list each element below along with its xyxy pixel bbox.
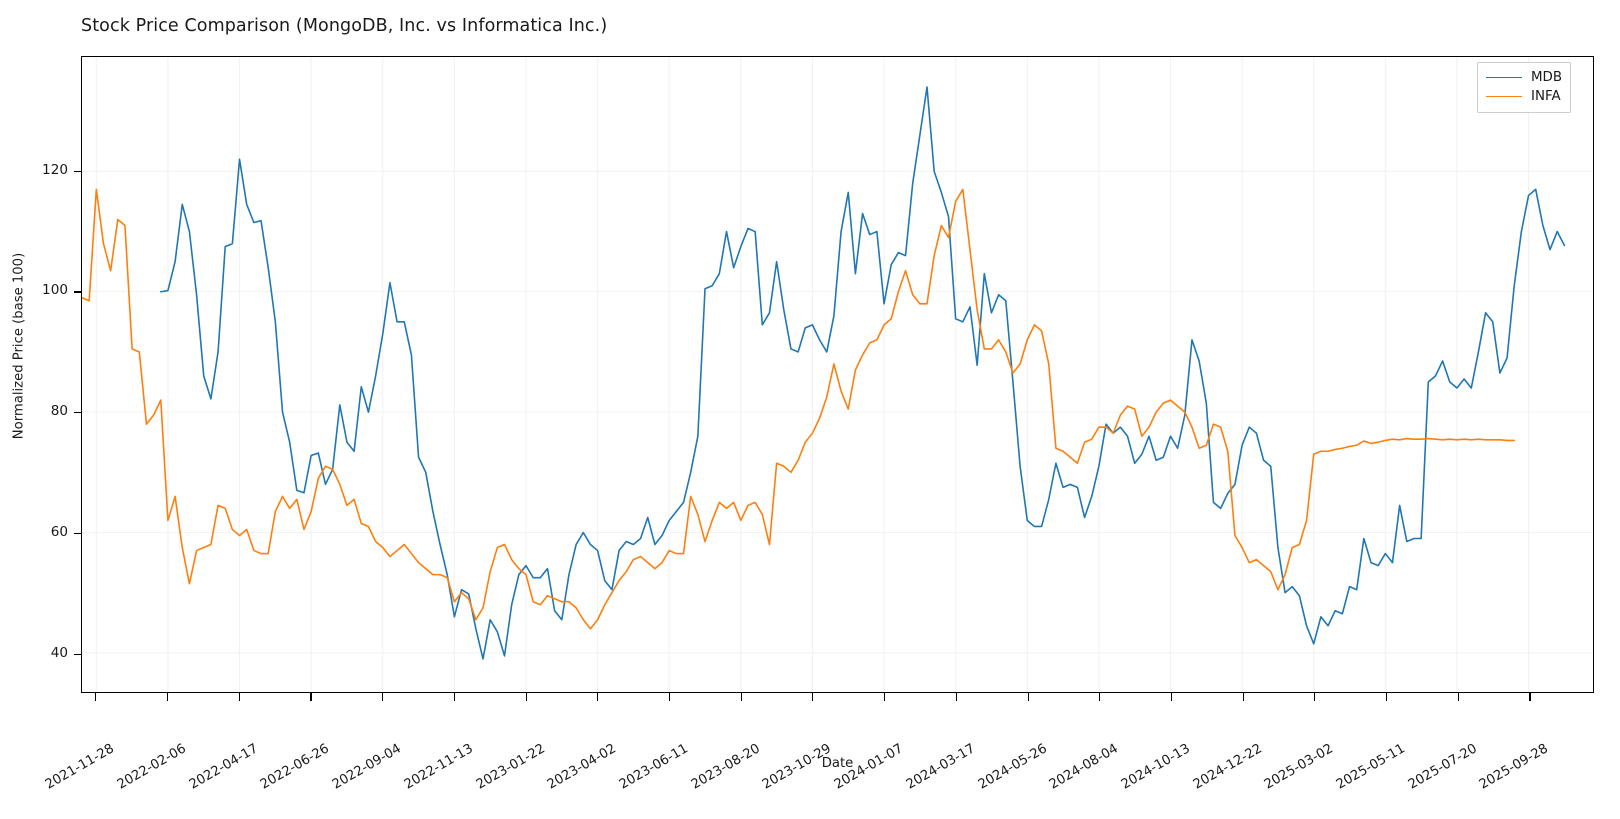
legend-label: INFA	[1531, 89, 1561, 104]
gridlines	[82, 57, 1593, 692]
y-axis-tick-label: 100	[42, 282, 68, 299]
x-axis-tick-mark	[238, 693, 240, 701]
x-axis-tick-mark	[1027, 693, 1029, 701]
legend-entry-infa[interactable]: INFA	[1486, 87, 1562, 106]
x-axis-tick-mark	[167, 693, 169, 701]
legend-entry-mdb[interactable]: MDB	[1486, 68, 1562, 87]
x-axis-tick-mark	[453, 693, 455, 701]
legend-swatch-infa	[1486, 96, 1522, 97]
chart-legend[interactable]: MDB INFA	[1477, 62, 1572, 113]
x-axis-tick-mark	[310, 693, 312, 701]
series-lines	[82, 86, 1566, 660]
x-axis-tick-mark	[1242, 693, 1244, 701]
x-axis-tick-mark	[1314, 693, 1316, 701]
x-axis-label: Date	[821, 756, 854, 771]
y-axis-tick-mark	[73, 291, 81, 293]
x-axis-tick-mark	[884, 693, 886, 701]
x-axis-tick-mark	[1457, 693, 1459, 701]
x-axis-tick-mark	[525, 693, 527, 701]
x-axis-tick-mark	[740, 693, 742, 701]
x-axis-tick-mark	[1529, 693, 1531, 701]
y-axis-tick-label: 80	[50, 403, 68, 420]
y-axis-tick-label: 40	[50, 644, 68, 661]
x-axis-tick-mark	[812, 693, 814, 701]
series-line-mdb	[159, 86, 1566, 660]
x-axis-tick-mark	[955, 693, 957, 701]
x-axis-tick-mark	[668, 693, 671, 701]
legend-swatch-mdb	[1486, 77, 1522, 78]
y-axis-tick-mark	[73, 170, 81, 172]
x-axis-tick-mark	[1170, 693, 1173, 701]
x-axis-tick-mark	[1386, 693, 1388, 701]
y-axis-tick-label: 60	[50, 523, 68, 540]
y-axis-label: Normalized Price (base 100)	[11, 252, 27, 440]
x-axis-tick-mark	[95, 693, 97, 701]
y-axis-tick-mark	[73, 412, 81, 414]
x-axis-tick-mark	[1099, 693, 1101, 701]
x-axis-tick-mark	[597, 693, 599, 701]
plot-area	[81, 56, 1594, 693]
y-axis-tick-mark	[73, 653, 81, 655]
legend-label: MDB	[1531, 70, 1563, 85]
series-line-infa	[82, 188, 1516, 630]
x-axis-tick-mark	[382, 693, 384, 701]
y-axis-tick-label: 120	[42, 161, 68, 178]
y-axis-tick-mark	[73, 532, 81, 535]
chart-title: Stock Price Comparison (MongoDB, Inc. vs…	[81, 16, 608, 36]
